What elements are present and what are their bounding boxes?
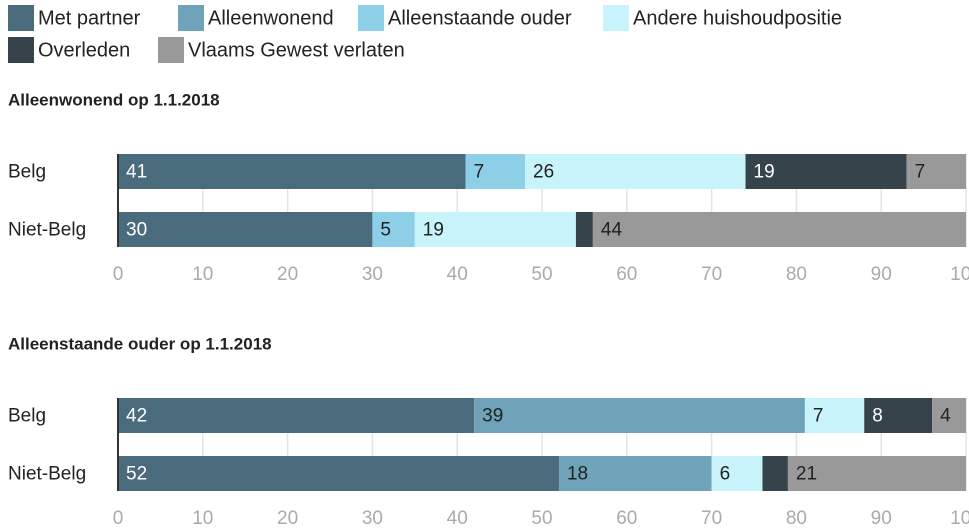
- legend-label: Alleenstaande ouder: [388, 7, 572, 29]
- x-tick-label: 40: [447, 264, 468, 285]
- value-label: 7: [915, 162, 926, 183]
- x-tick-label: 20: [277, 508, 298, 529]
- legend-swatch: [178, 5, 204, 31]
- bar-segment: [414, 212, 576, 247]
- legend-label: Andere huishoudpositie: [633, 7, 842, 29]
- value-label: 18: [567, 464, 588, 485]
- x-tick-label: 50: [531, 508, 552, 529]
- bar-segment: [745, 154, 907, 189]
- x-tick-label: 20: [277, 264, 298, 285]
- x-tick-label: 70: [701, 264, 722, 285]
- bar-segment: [804, 398, 865, 433]
- bar-segment: [118, 398, 475, 433]
- legend-swatch: [358, 5, 384, 31]
- category-label: Belg: [8, 162, 46, 183]
- bar-segment: [118, 212, 373, 247]
- value-label: 19: [754, 162, 775, 183]
- bar-segment: [906, 154, 966, 189]
- x-tick-label: 0: [113, 508, 124, 529]
- chart-title: Alleenstaande ouder op 1.1.2018: [8, 334, 272, 353]
- x-tick-label: 30: [362, 508, 383, 529]
- legend-label: Alleenwonend: [208, 7, 334, 29]
- value-label: 41: [126, 162, 147, 183]
- x-tick-label: 10: [192, 264, 213, 285]
- x-tick-label: 90: [871, 264, 892, 285]
- x-tick-label: 100: [950, 264, 969, 285]
- bar-segment: [592, 212, 966, 247]
- x-tick-label: 90: [871, 508, 892, 529]
- legend-label: Vlaams Gewest verlaten: [188, 39, 405, 61]
- bar-segment: [932, 398, 966, 433]
- x-tick-label: 40: [447, 508, 468, 529]
- chart-title: Alleenwonend op 1.1.2018: [8, 90, 220, 109]
- legend-label: Met partner: [38, 7, 141, 29]
- legend-swatch: [8, 5, 34, 31]
- bar-segment: [525, 154, 746, 189]
- bar-segment: [474, 398, 805, 433]
- x-tick-label: 100: [950, 508, 969, 529]
- bar-segment: [787, 456, 966, 491]
- value-label: 42: [126, 406, 147, 427]
- bar-segment: [575, 212, 593, 247]
- bar-segment: [558, 456, 712, 491]
- value-label: 26: [533, 162, 554, 183]
- x-tick-label: 60: [616, 508, 637, 529]
- bar-segment: [762, 456, 788, 491]
- x-tick-label: 80: [786, 264, 807, 285]
- x-tick-label: 30: [362, 264, 383, 285]
- x-tick-label: 0: [113, 264, 124, 285]
- bar-segment: [118, 154, 466, 189]
- legend-swatch: [8, 37, 34, 63]
- value-label: 7: [813, 406, 824, 427]
- legend-swatch: [603, 5, 629, 31]
- value-label: 21: [796, 464, 817, 485]
- value-label: 30: [126, 220, 147, 241]
- x-tick-label: 50: [531, 264, 552, 285]
- legend-swatch: [158, 37, 184, 63]
- bar-segment: [372, 212, 415, 247]
- category-label: Belg: [8, 406, 46, 427]
- value-label: 5: [380, 220, 391, 241]
- category-label: Niet-Belg: [8, 220, 86, 241]
- x-tick-label: 80: [786, 508, 807, 529]
- bar-segment: [465, 154, 526, 189]
- value-label: 6: [720, 464, 731, 485]
- value-label: 19: [423, 220, 444, 241]
- legend-label: Overleden: [38, 39, 130, 61]
- x-tick-label: 70: [701, 508, 722, 529]
- x-tick-label: 10: [192, 508, 213, 529]
- x-tick-label: 60: [616, 264, 637, 285]
- category-label: Niet-Belg: [8, 464, 86, 485]
- bar-segment: [118, 456, 559, 491]
- bar-segment: [711, 456, 763, 491]
- value-label: 52: [126, 464, 147, 485]
- value-label: 44: [601, 220, 623, 241]
- value-label: 39: [482, 406, 503, 427]
- value-label: 8: [872, 406, 883, 427]
- value-label: 4: [940, 406, 951, 427]
- value-label: 7: [474, 162, 485, 183]
- bar-segment: [864, 398, 933, 433]
